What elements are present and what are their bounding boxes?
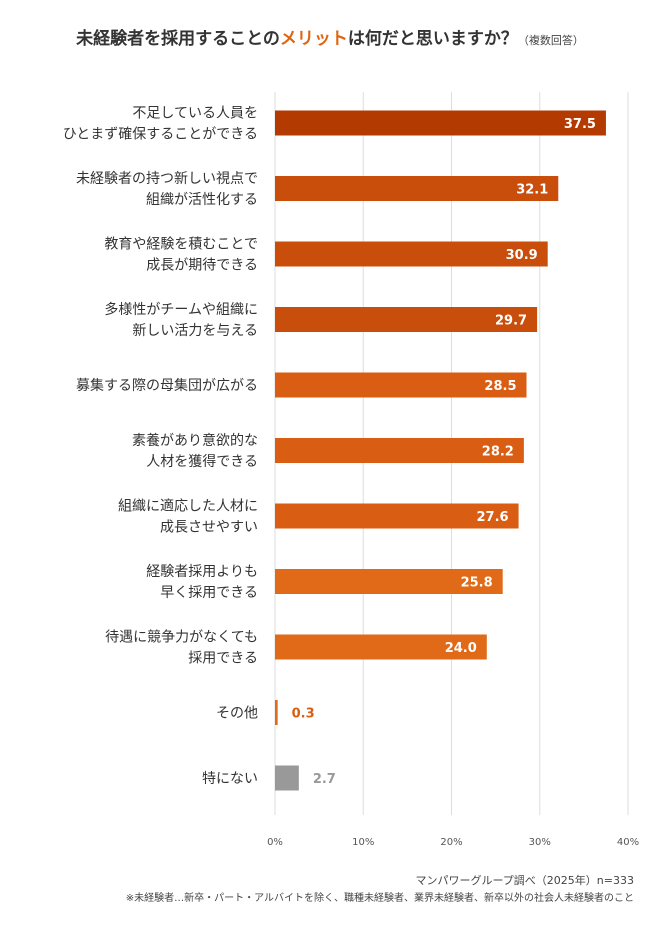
bar (275, 241, 548, 267)
value-label: 0.3 (292, 707, 315, 722)
bar (275, 307, 538, 332)
category-label: 成長が期待できる (146, 258, 258, 274)
category-label: 新しい活力を与える (132, 323, 258, 339)
title-note: （複数回答） (517, 34, 584, 47)
title-accent: メリット (279, 29, 348, 49)
value-label: 28.2 (482, 445, 514, 460)
footnote: ※未経験者…新卒・パート・アルバイトを除く、職種未経験者、業界未経験者、新卒以外… (125, 893, 634, 904)
category-label: 素養があり意欲的な (132, 432, 258, 449)
category-label: 成長させやすい (160, 520, 258, 536)
bar (275, 503, 519, 529)
bar (275, 438, 524, 463)
title-prefix: 未経験者を採用することの (76, 29, 280, 49)
chart-title: 未経験者を採用することのメリットは何だと思いますか？（複数回答） (0, 24, 660, 49)
category-label: 待遇に競争力がなくても (105, 630, 258, 646)
bar (275, 700, 278, 725)
value-label: 29.7 (495, 314, 527, 329)
category-label: 不足している人員を (132, 106, 258, 122)
value-label: 32.1 (516, 183, 548, 198)
category-label: 募集する際の母集団が広がる (76, 377, 258, 394)
category-label: 採用できる (188, 651, 258, 667)
value-label: 25.8 (461, 576, 493, 591)
category-label: 組織に適応した人材に (118, 498, 258, 515)
value-label: 28.5 (484, 379, 516, 394)
category-label: 早く採用できる (160, 585, 258, 601)
x-tick-label: 30% (529, 837, 551, 848)
value-label: 2.7 (313, 772, 336, 787)
bar (275, 569, 503, 594)
value-label: 27.6 (476, 510, 508, 525)
category-label: 人材を獲得できる (146, 453, 258, 470)
category-label: 組織が活性化する (146, 192, 258, 208)
category-label: 多様性がチームや組織に (104, 301, 258, 318)
category-label: 教育や経験を積むことで (104, 237, 258, 253)
bar (275, 634, 487, 660)
category-label: 特にない (202, 771, 258, 787)
category-label: 経験者採用よりも (146, 564, 258, 580)
value-label: 24.0 (445, 641, 477, 656)
value-label: 37.5 (564, 117, 596, 132)
category-label: ひとまず確保することができる (63, 127, 258, 143)
x-tick-label: 40% (617, 837, 639, 848)
x-tick-label: 0% (267, 837, 283, 848)
bar (275, 765, 299, 791)
value-label: 30.9 (506, 248, 538, 263)
x-tick-label: 10% (352, 837, 374, 848)
bar (275, 372, 527, 398)
title-suffix: は何だと思いますか？ (347, 29, 518, 49)
bar (275, 110, 606, 136)
x-tick-label: 20% (440, 837, 462, 848)
category-label: その他 (216, 706, 258, 722)
source-note: マンパワーグループ調べ（2025年）n=333 (415, 874, 634, 887)
bar (275, 176, 559, 201)
category-label: 未経験者の持つ新しい視点で (76, 171, 258, 187)
